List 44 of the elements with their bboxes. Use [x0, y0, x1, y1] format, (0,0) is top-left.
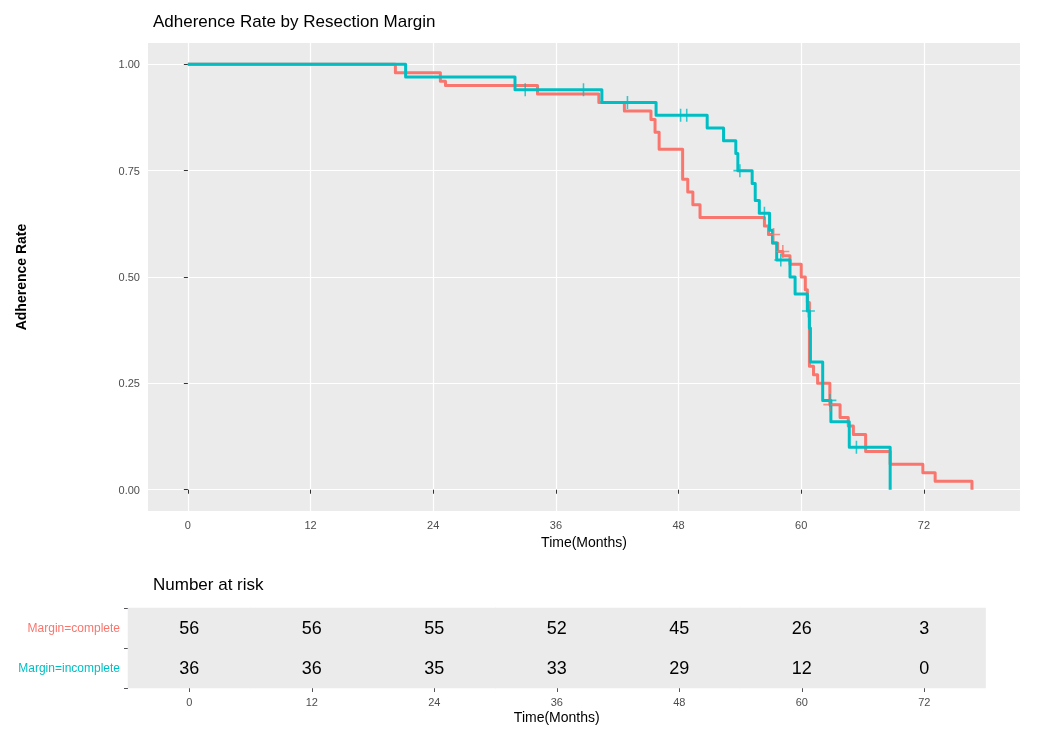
y-tick-label: Margin=complete: [27, 621, 121, 635]
data-label: 0: [919, 658, 930, 678]
data-label: 55: [424, 618, 445, 638]
x-tick-label: 60: [795, 518, 808, 531]
y-tick-label: 0.75: [118, 164, 140, 177]
data-label: 35: [424, 658, 445, 678]
x-axis-title: Time(Months): [513, 709, 600, 725]
x-tick-label: 12: [304, 518, 317, 531]
y-tick-label: 0.00: [118, 483, 140, 496]
data-label: 45: [669, 618, 690, 638]
y-tick-label: 0.50: [118, 271, 140, 283]
data-label: 36: [301, 658, 322, 678]
x-tick-label: 48: [672, 518, 685, 531]
point: [801, 304, 815, 318]
x-tick-label: 24: [428, 695, 441, 708]
point: [776, 244, 790, 258]
x-tick-label: 36: [550, 695, 563, 708]
x-tick-label: 12: [305, 695, 318, 708]
data-label: 12: [791, 658, 812, 678]
data-label: 36: [179, 658, 200, 678]
x-tick-label: 0: [186, 695, 193, 708]
y-axis-title: Adherence Rate: [13, 223, 29, 331]
x-tick-label: 0: [184, 518, 191, 531]
point: [757, 206, 771, 220]
data-label: 56: [301, 618, 322, 638]
chart-title: Number at risk: [153, 575, 265, 594]
y-tick-label: 0.25: [118, 377, 140, 390]
x-tick-label: 60: [795, 695, 808, 708]
data-label: 3: [919, 618, 930, 638]
chart-title: Adherence Rate by Resection Margin: [153, 12, 436, 31]
y-tick-label: Margin=incomplete: [18, 661, 121, 675]
x-tick-label: 36: [549, 518, 563, 531]
x-axis-title: Time(Months): [541, 533, 627, 550]
data-label: 33: [546, 658, 567, 678]
data-label: 56: [179, 618, 200, 638]
data-label: 26: [791, 618, 812, 638]
x-tick-label: 48: [673, 695, 686, 708]
x-tick-label: 72: [918, 695, 931, 708]
point: [733, 164, 747, 178]
data-label: 52: [546, 618, 567, 638]
x-tick-label: 24: [427, 518, 440, 531]
data-label: 29: [669, 658, 690, 678]
y-tick-label: 1.00: [118, 58, 140, 71]
x-tick-label: 72: [917, 518, 931, 531]
